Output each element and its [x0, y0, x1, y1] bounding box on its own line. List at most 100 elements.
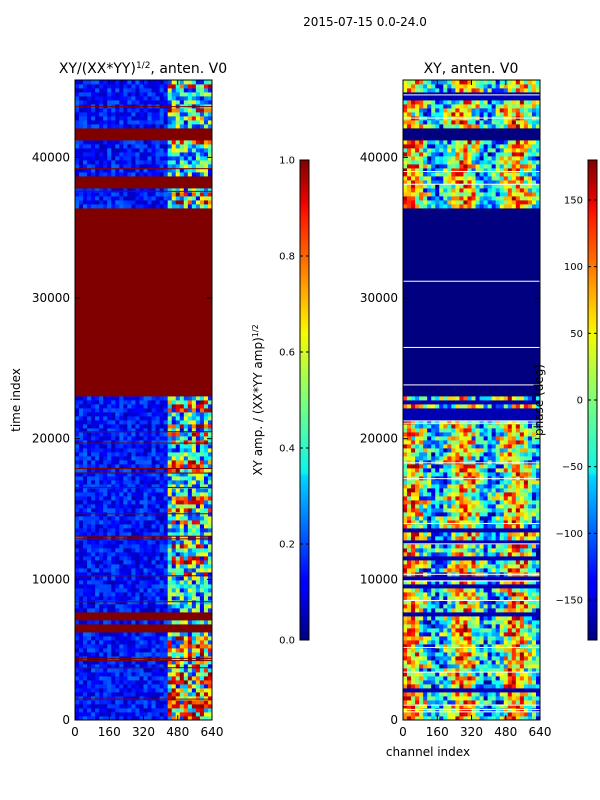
heatmap-cell: [167, 544, 173, 549]
heatmap-cell: [111, 400, 116, 405]
heatmap-cell: [83, 636, 88, 641]
heatmap-cell: [143, 540, 148, 545]
heatmap-cell: [143, 276, 148, 281]
heatmap-cell: [115, 572, 120, 577]
heatmap-cell: [75, 716, 80, 720]
heatmap-cell: [171, 164, 177, 169]
heatmap-cell: [87, 292, 92, 297]
heatmap-cell: [131, 556, 136, 561]
heatmap-cell: [151, 372, 156, 377]
heatmap-cell: [139, 152, 144, 157]
heatmap-cell: [163, 236, 169, 241]
heatmap-cell: [155, 404, 161, 409]
heatmap-cell: [87, 412, 92, 417]
heatmap-cell: [159, 488, 165, 493]
heatmap-cell: [119, 520, 124, 525]
heatmap-cell: [195, 428, 201, 433]
heatmap-cell: [179, 356, 185, 361]
heatmap-cell: [103, 368, 108, 373]
heatmap-cell: [155, 132, 161, 137]
heatmap-cell: [183, 312, 189, 317]
heatmap-cell: [111, 576, 116, 581]
heatmap-cell: [199, 676, 205, 681]
heatmap-cell: [79, 504, 84, 509]
heatmap-cell: [151, 580, 156, 585]
heatmap-cell: [107, 160, 112, 165]
heatmap-cell: [175, 232, 181, 237]
heatmap-cell: [119, 476, 124, 481]
heatmap-cell: [195, 268, 201, 273]
heatmap-cell: [143, 244, 148, 249]
heatmap-cell: [203, 144, 209, 149]
heatmap-cell: [167, 404, 173, 409]
heatmap-cell: [159, 316, 165, 321]
heatmap-cell: [111, 412, 116, 417]
heatmap-cell: [183, 296, 189, 301]
heatmap-cell: [79, 184, 84, 189]
heatmap-cell: [151, 472, 156, 477]
heatmap-cell: [111, 136, 116, 141]
heatmap-cell: [135, 532, 140, 537]
heatmap-cell: [83, 648, 88, 653]
heatmap-cell: [75, 712, 80, 717]
heatmap-cell: [163, 344, 169, 349]
heatmap-cell: [91, 680, 96, 685]
heatmap-cell: [83, 708, 88, 713]
heatmap-cell: [99, 296, 104, 301]
heatmap-cell: [83, 596, 88, 601]
heatmap-cell: [83, 404, 88, 409]
heatmap-cell: [171, 284, 177, 289]
heatmap-cell: [95, 380, 100, 385]
heatmap-cell: [123, 272, 128, 277]
heatmap-cell: [91, 144, 96, 149]
heatmap-cell: [87, 132, 92, 137]
heatmap-cell: [79, 360, 84, 365]
heatmap-cell: [79, 324, 84, 329]
heatmap-cell: [199, 404, 205, 409]
heatmap-cell: [127, 416, 132, 421]
heatmap-cell: [155, 324, 161, 329]
heatmap-cell: [147, 620, 152, 625]
heatmap-cell: [191, 616, 197, 621]
heatmap-cell: [79, 624, 84, 629]
heatmap-cell: [183, 144, 189, 149]
heatmap-cell: [155, 560, 161, 565]
heatmap-cell: [163, 132, 169, 137]
heatmap-cell: [203, 700, 209, 705]
heatmap-cell: [187, 316, 193, 321]
heatmap-cell: [135, 364, 140, 369]
heatmap-cell: [195, 588, 201, 593]
heatmap-cell: [175, 500, 181, 505]
heatmap-cell: [147, 684, 152, 689]
heatmap-cell: [75, 268, 80, 273]
heatmap-cell: [119, 620, 124, 625]
heatmap-cell: [99, 560, 104, 565]
heatmap-cell: [175, 244, 181, 249]
heatmap-cell: [155, 188, 161, 193]
heatmap-cell: [199, 312, 205, 317]
heatmap-cell: [91, 172, 96, 177]
heatmap-cell: [83, 692, 88, 697]
heatmap-cell: [123, 572, 128, 577]
heatmap-cell: [127, 224, 132, 229]
heatmap-cell: [207, 532, 212, 537]
heatmap-cell: [99, 480, 104, 485]
heatmap-cell: [115, 560, 120, 565]
heatmap-cell: [131, 596, 136, 601]
heatmap-cell: [83, 664, 88, 669]
heatmap-cell: [167, 636, 173, 641]
heatmap-cell: [203, 604, 209, 609]
heatmap-cell: [79, 304, 84, 309]
heatmap-cell: [171, 352, 177, 357]
heatmap-cell: [163, 648, 169, 653]
heatmap-cell: [151, 368, 156, 373]
heatmap-cell: [103, 144, 108, 149]
heatmap-cell: [183, 220, 189, 225]
heatmap-cell: [103, 476, 108, 481]
heatmap-cell: [171, 360, 177, 365]
heatmap-cell: [95, 176, 100, 181]
heatmap-cell: [143, 240, 148, 245]
heatmap-cell: [127, 672, 132, 677]
heatmap-cell: [179, 704, 185, 709]
heatmap-cell: [111, 268, 116, 273]
